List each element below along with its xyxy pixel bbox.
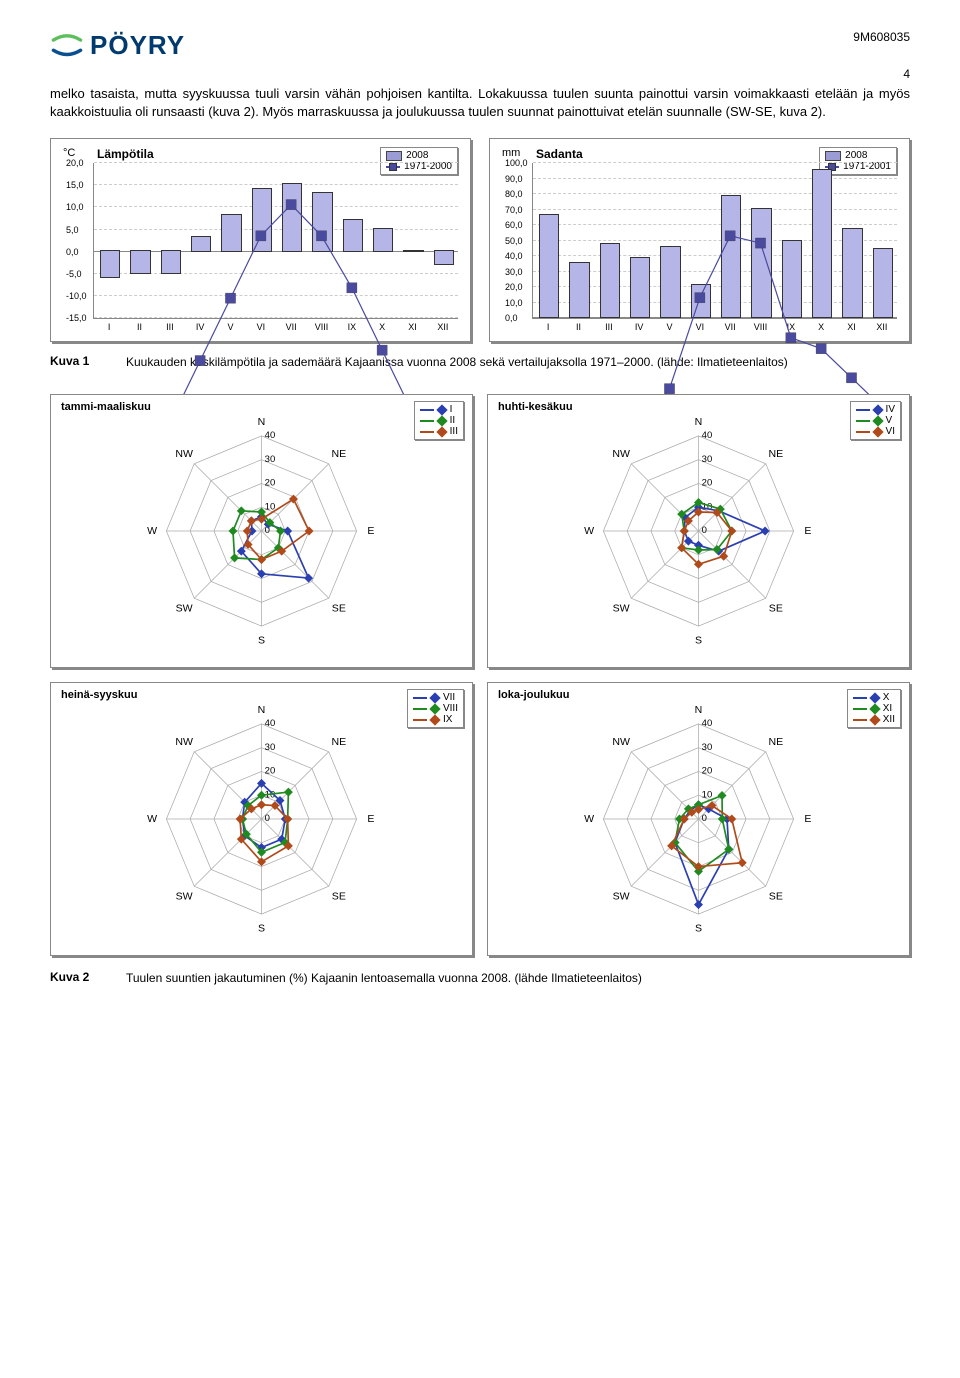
svg-text:10: 10 — [702, 790, 713, 801]
svg-text:S: S — [258, 923, 265, 935]
svg-text:NE: NE — [332, 736, 347, 748]
page-number: 4 — [50, 67, 910, 81]
svg-text:N: N — [695, 416, 703, 428]
radar-chart: loka-joulukuu XXIXII 0 10 20 30 40 N NE E SE S SW W NW — [487, 682, 910, 956]
svg-text:W: W — [584, 813, 594, 825]
svg-text:N: N — [695, 704, 703, 716]
svg-text:E: E — [804, 813, 811, 825]
radar-chart: huhti-kesäkuuIVVVI010203040NNEESESSWWNW — [487, 394, 910, 668]
radar-chart: heinä-syyskuuVIIVIIIIX010203040NNEESESSW… — [50, 682, 473, 956]
svg-text:SE: SE — [769, 603, 783, 615]
svg-text:SE: SE — [769, 891, 783, 903]
svg-text:SW: SW — [613, 891, 630, 903]
svg-text:20: 20 — [702, 766, 713, 777]
radar-chart: tammi-maaliskuuIIIIII010203040NNEESESSWW… — [50, 394, 473, 668]
svg-text:NE: NE — [332, 448, 347, 460]
radar-legend: IIIIII — [414, 401, 464, 440]
svg-text:S: S — [695, 923, 702, 935]
chart-title: Sadanta — [536, 147, 583, 161]
svg-text:40: 40 — [265, 430, 276, 441]
svg-text:W: W — [147, 525, 157, 537]
svg-text:W: W — [147, 813, 157, 825]
radar-legend: IVVVI — [850, 401, 901, 440]
rain-chart: mmSadanta20081971-20010,010,020,030,040,… — [489, 138, 910, 342]
radar-legend: XXIXII — [847, 689, 901, 728]
svg-text:0: 0 — [702, 813, 707, 824]
doc-id: 9M608035 — [853, 30, 910, 44]
svg-text:W: W — [584, 525, 594, 537]
svg-text:SW: SW — [176, 891, 193, 903]
svg-text:N: N — [258, 704, 266, 716]
radar-svg: 010203040NNEESESSWWNW — [494, 401, 903, 661]
kuva2-text: Tuulen suuntien jakautuminen (%) Kajaani… — [126, 970, 910, 986]
svg-text:E: E — [804, 525, 811, 537]
svg-text:40: 40 — [702, 718, 713, 729]
svg-text:NE: NE — [769, 448, 784, 460]
logo-text: PÖYRY — [90, 30, 185, 61]
poyry-logo-icon — [50, 33, 84, 59]
radar-title: heinä-syyskuu — [61, 689, 137, 701]
svg-text:E: E — [367, 813, 374, 825]
radar-svg: 010203040NNEESESSWWNW — [57, 401, 466, 661]
svg-text:NW: NW — [612, 448, 630, 460]
temperature-chart: °CLämpötila20081971-2000-15,0-10,0-5,00,… — [50, 138, 471, 342]
svg-text:NW: NW — [612, 736, 630, 748]
svg-text:20: 20 — [265, 478, 276, 489]
svg-text:30: 30 — [702, 742, 713, 753]
svg-text:30: 30 — [702, 454, 713, 465]
svg-text:20: 20 — [702, 478, 713, 489]
radar-svg: 0 10 20 30 40 N NE E SE S SW W NW — [494, 689, 903, 949]
kuva2-key: Kuva 2 — [50, 970, 108, 986]
svg-text:30: 30 — [265, 742, 276, 753]
svg-text:S: S — [258, 635, 265, 647]
svg-text:0: 0 — [702, 525, 707, 536]
svg-text:NW: NW — [175, 448, 193, 460]
chart-title: Lämpötila — [97, 147, 154, 161]
svg-text:40: 40 — [265, 718, 276, 729]
svg-text:SE: SE — [332, 603, 346, 615]
svg-text:SW: SW — [613, 603, 630, 615]
svg-text:S: S — [695, 635, 702, 647]
svg-text:20: 20 — [265, 766, 276, 777]
svg-text:NW: NW — [175, 736, 193, 748]
svg-text:SE: SE — [332, 891, 346, 903]
svg-text:30: 30 — [265, 454, 276, 465]
radar-svg: 010203040NNEESESSWWNW — [57, 689, 466, 949]
radar-title: huhti-kesäkuu — [498, 401, 573, 413]
svg-text:N: N — [258, 416, 266, 428]
svg-text:SW: SW — [176, 603, 193, 615]
paragraph-body: melko tasaista, mutta syyskuussa tuuli v… — [50, 85, 910, 120]
radar-legend: VIIVIIIIX — [407, 689, 464, 728]
radar-title: tammi-maaliskuu — [61, 401, 151, 413]
svg-text:NE: NE — [769, 736, 784, 748]
svg-text:0: 0 — [265, 813, 270, 824]
logo: PÖYRY — [50, 30, 185, 61]
svg-text:40: 40 — [702, 430, 713, 441]
svg-text:E: E — [367, 525, 374, 537]
radar-title: loka-joulukuu — [498, 689, 570, 701]
